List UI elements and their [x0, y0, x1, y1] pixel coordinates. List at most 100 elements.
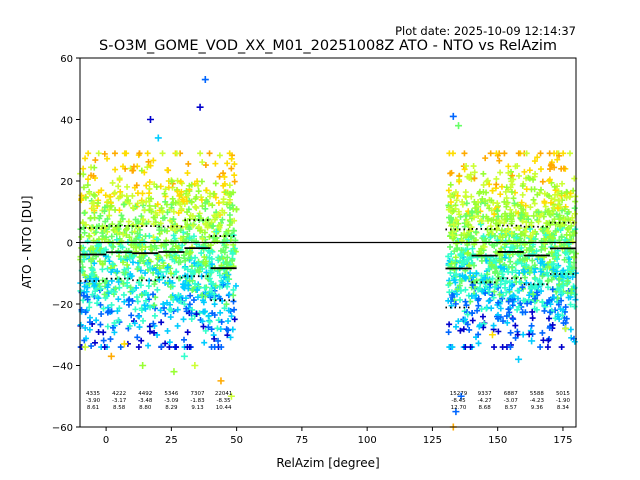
scatter-point	[155, 253, 162, 260]
scatter-point	[546, 166, 553, 173]
scatter-point	[538, 186, 545, 193]
scatter-point	[140, 216, 147, 223]
scatter-point	[225, 227, 232, 234]
scatter-point	[466, 227, 473, 234]
scatter-point	[472, 205, 479, 212]
scatter-point	[561, 256, 568, 263]
scatter-point	[509, 172, 516, 179]
scatter-point	[206, 150, 213, 157]
scatter-point	[231, 161, 238, 168]
scatter-point	[206, 292, 213, 299]
scatter-point	[157, 220, 164, 227]
scatter-point	[221, 173, 228, 180]
chart-title: S-O3M_GOME_VOD_XX_M01_20251008Z ATO - NT…	[99, 38, 557, 54]
scatter-point	[114, 268, 121, 275]
scatter-point	[505, 298, 512, 305]
scatter-point	[228, 155, 235, 162]
scatter-point	[566, 232, 573, 239]
scatter-point	[469, 245, 476, 252]
scatter-point	[104, 265, 111, 272]
scatter-point	[127, 284, 134, 291]
scatter-point	[184, 221, 191, 228]
scatter-point	[167, 224, 174, 231]
scatter-point	[509, 244, 516, 251]
scatter-point	[548, 249, 555, 256]
bin-mean-label: -3.07	[504, 398, 519, 404]
scatter-point	[146, 232, 153, 239]
scatter-point	[558, 297, 565, 304]
scatter-point	[130, 167, 137, 174]
x-tick-label: 0	[103, 435, 109, 446]
bin-1: 4222-3.178.58	[106, 224, 133, 411]
bin-count-label: 22041	[215, 391, 233, 397]
scatter-point	[168, 293, 175, 300]
scatter-point	[144, 164, 151, 171]
scatter-point	[503, 203, 510, 210]
scatter-point	[493, 217, 500, 224]
scatter-point	[160, 301, 167, 308]
scatter-point	[226, 211, 233, 218]
scatter-point	[152, 209, 159, 216]
scatter-point	[115, 296, 122, 303]
scatter-point	[122, 253, 129, 260]
scatter-point	[168, 270, 175, 277]
scatter-point	[544, 344, 551, 351]
scatter-point	[158, 242, 165, 249]
scatter-point	[538, 246, 545, 253]
scatter-point	[150, 320, 157, 327]
scatter-point	[538, 268, 545, 275]
scatter-point	[193, 238, 200, 245]
scatter-point	[456, 282, 463, 289]
scatter-point	[559, 290, 566, 297]
bin-std-label: 8.29	[165, 405, 178, 411]
scatter-point	[539, 258, 546, 265]
scatter-point	[125, 265, 132, 272]
scatter-point	[530, 196, 537, 203]
scatter-point	[523, 279, 530, 286]
scatter-point	[201, 254, 208, 261]
scatter-point	[128, 312, 135, 319]
scatter-point	[532, 276, 539, 283]
scatter-point	[101, 247, 108, 254]
scatter-point	[147, 206, 154, 213]
scatter-point	[97, 321, 104, 328]
scatter-point	[534, 154, 541, 161]
scatter-point	[554, 156, 561, 163]
scatter-point	[154, 262, 161, 269]
scatter-point	[464, 231, 471, 238]
scatter-point	[230, 189, 237, 196]
bin-statistics: 4335-3.908.614222-3.178.584492-3.488.805…	[80, 219, 576, 411]
scatter-point	[162, 186, 169, 193]
scatter-point	[531, 186, 538, 193]
scatter-point	[166, 278, 173, 285]
scatter-point	[485, 265, 492, 272]
scatter-point	[86, 190, 93, 197]
scatter-point	[450, 221, 457, 228]
scatter-point	[188, 310, 195, 317]
scatter-point	[506, 279, 513, 286]
scatter-point	[469, 310, 476, 317]
scatter-point	[151, 242, 158, 249]
bin-8: 6887-3.078.57	[497, 224, 524, 411]
scatter-point	[537, 150, 544, 157]
scatter-point	[147, 328, 154, 335]
scatter-point	[215, 317, 222, 324]
scatter-point	[223, 261, 230, 268]
scatter-point	[171, 227, 178, 234]
outlier-point	[146, 116, 154, 123]
scatter-point	[482, 155, 489, 162]
scatter-point	[135, 224, 142, 231]
scatter-point	[215, 337, 222, 344]
bin-3: 5346-3.098.29	[158, 225, 185, 411]
scatter-point	[515, 303, 522, 310]
scatter-point	[186, 182, 193, 189]
scatter-point	[80, 165, 87, 172]
bin-count-label: 6887	[504, 391, 518, 397]
bin-count-label: 4492	[138, 391, 152, 397]
scatter-point	[560, 307, 567, 314]
scatter-point	[565, 216, 572, 223]
plot-date: Plot date: 2025-10-09 12:14:37	[395, 24, 576, 38]
scatter-point	[195, 188, 202, 195]
scatter-point	[539, 329, 546, 336]
